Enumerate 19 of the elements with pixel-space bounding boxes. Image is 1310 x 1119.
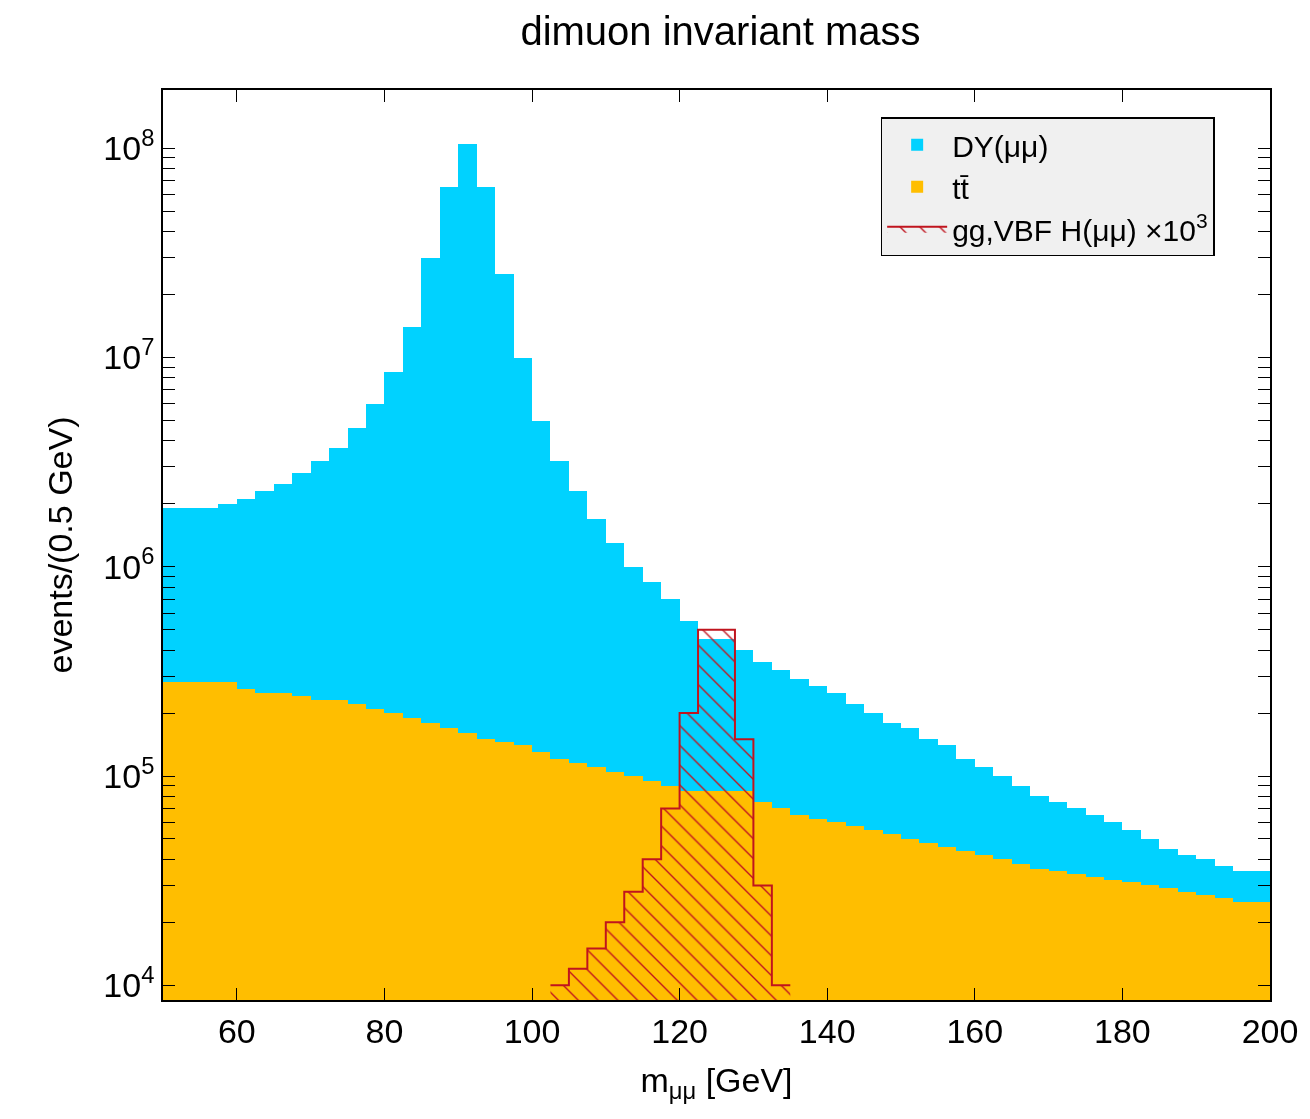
x-tick-label: 100 [503, 1011, 561, 1050]
y-axis-title: events/(0.5 GeV) [41, 416, 80, 674]
x-tick-label: 140 [798, 1011, 856, 1050]
x-axis-title: m$_{μμ}$ [GeV] [640, 1061, 793, 1105]
x-tick-label: 120 [651, 1011, 708, 1050]
y-tick-label: 10$^{6}$ [103, 542, 155, 586]
x-tick-label: 60 [217, 1011, 256, 1050]
y-tick-label: 10$^{8}$ [103, 123, 155, 168]
y-tick-label: 10$^{5}$ [103, 751, 155, 795]
x-tick-label: 200 [1241, 1011, 1299, 1050]
legend-label: tt̄ [952, 171, 970, 205]
chart-title: dimuon invariant mass [520, 8, 921, 53]
legend-label: gg,VBF H(μμ) ×10$^{3}$ [952, 208, 1208, 247]
legend-label: DY(μμ) [952, 129, 1049, 163]
y-tick-label: 10$^{4}$ [103, 960, 155, 1005]
x-tick-label: 80 [365, 1011, 404, 1050]
x-tick-label: 160 [946, 1011, 1004, 1050]
y-tick-label: 10$^{7}$ [103, 333, 155, 377]
x-tick-label: 180 [1094, 1011, 1151, 1050]
